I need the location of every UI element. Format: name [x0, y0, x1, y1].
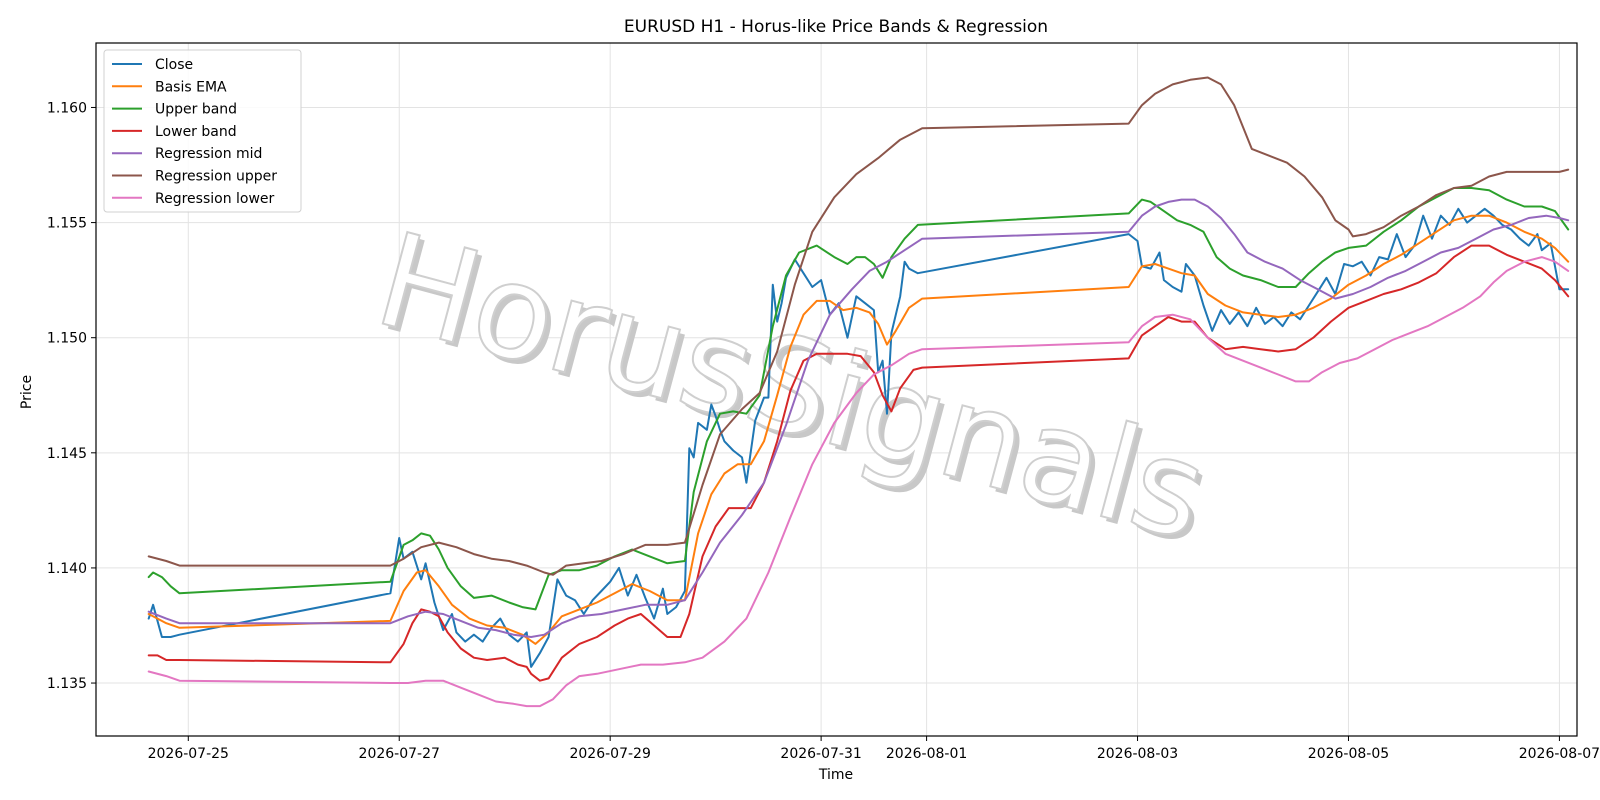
chart-title: EURUSD H1 - Horus-like Price Bands & Reg…	[624, 17, 1048, 37]
x-tick-label: 2026-07-29	[569, 746, 650, 762]
y-tick-label: 1.155	[47, 216, 87, 232]
legend-label: Lower band	[155, 124, 237, 140]
series-line-regression-lower	[147, 256, 1570, 708]
legend-label: Regression lower	[155, 191, 275, 207]
legend-label: Basis EMA	[155, 79, 227, 95]
y-tick-label: 1.135	[47, 676, 87, 692]
x-tick-label: 2026-08-07	[1519, 746, 1600, 762]
x-tick-label: 2026-07-27	[359, 746, 440, 762]
y-tick-label: 1.145	[47, 446, 87, 462]
x-tick-label: 2026-07-25	[148, 746, 229, 762]
series-layer	[147, 76, 1570, 708]
series-line-lower-band	[147, 244, 1570, 682]
y-tick-label: 1.140	[47, 561, 87, 577]
series-line-regression-mid	[147, 198, 1570, 638]
series-line-upper-band	[147, 187, 1570, 611]
legend-label: Regression upper	[155, 169, 277, 185]
x-tick-label: 2026-08-01	[886, 746, 967, 762]
legend-label: Close	[155, 57, 193, 73]
y-tick-label: 1.160	[47, 100, 87, 116]
y-axis-title: Price	[19, 375, 35, 409]
x-axis: 2026-07-25 2026-07-27 2026-07-29 2026-07-31…	[148, 736, 1600, 762]
x-tick-label: 2026-08-03	[1097, 746, 1178, 762]
x-axis-title: Time	[818, 767, 853, 783]
plot-frame	[95, 42, 1578, 737]
series-line-basis-ema	[147, 214, 1570, 645]
x-tick-label: 2026-07-31	[780, 746, 861, 762]
series-line-regression-upper	[147, 76, 1570, 576]
legend: Close Basis EMA Upper band Lower band Regres…	[103, 49, 302, 213]
y-axis: 1.135 1.140 1.145 1.150 1.155 1.160	[47, 100, 96, 692]
y-tick-label: 1.150	[47, 331, 87, 347]
x-tick-label: 2026-08-05	[1308, 746, 1389, 762]
legend-box	[103, 49, 302, 213]
legend-label: Regression mid	[155, 146, 262, 162]
legend-label: Upper band	[155, 102, 237, 118]
